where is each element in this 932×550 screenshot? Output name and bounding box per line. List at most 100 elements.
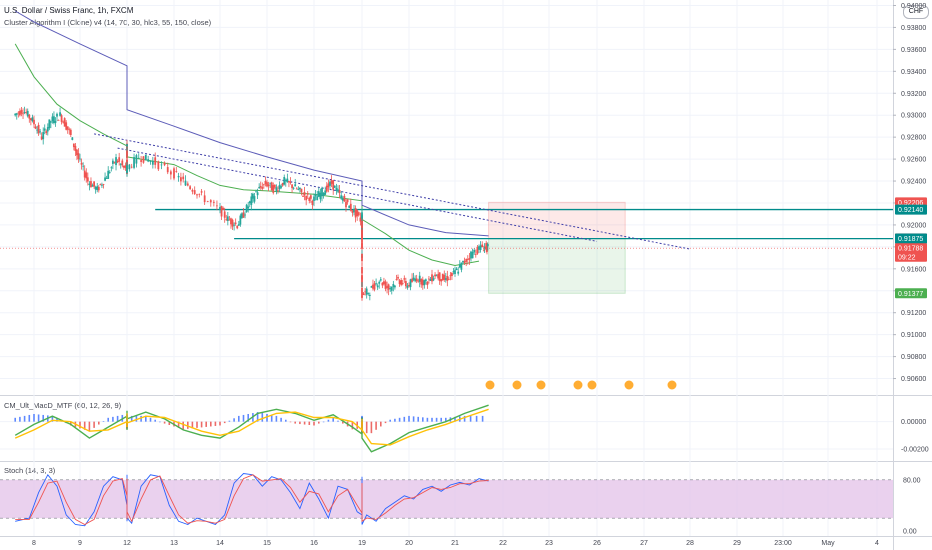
candle-body bbox=[236, 225, 239, 229]
macd-histogram-bar bbox=[228, 420, 231, 422]
candle-body bbox=[364, 291, 367, 293]
candle-body bbox=[390, 286, 393, 291]
candle-body bbox=[220, 206, 223, 217]
candle-body bbox=[241, 213, 243, 219]
candle-body bbox=[36, 129, 38, 131]
macd-histogram-bar bbox=[256, 412, 259, 422]
candle-body bbox=[262, 184, 265, 186]
candle-body bbox=[118, 157, 121, 162]
candle-body bbox=[83, 170, 86, 178]
candle-body bbox=[51, 116, 54, 122]
candle-body bbox=[403, 278, 406, 280]
currency-button[interactable]: CHF bbox=[903, 5, 929, 19]
price-tag bbox=[895, 204, 927, 215]
macd-histogram-bar bbox=[112, 416, 114, 422]
candle-body bbox=[406, 285, 409, 288]
candle-body bbox=[242, 212, 245, 218]
candle-body bbox=[400, 280, 403, 285]
macd-histogram-bar bbox=[107, 417, 109, 422]
candle-body bbox=[387, 284, 390, 290]
macd-histogram-bar bbox=[384, 421, 387, 424]
candle-body bbox=[122, 165, 125, 168]
trendline bbox=[94, 133, 691, 250]
price-tag bbox=[895, 243, 927, 254]
y-tick-label: 0.91200 bbox=[901, 310, 926, 317]
candle-body bbox=[91, 185, 94, 187]
candle-body bbox=[281, 182, 284, 186]
macd-series-line bbox=[14, 404, 489, 453]
price-tag-label: 0.92140 bbox=[898, 207, 923, 214]
x-tick-label: 26 bbox=[593, 540, 601, 547]
x-tick-label: 13 bbox=[170, 540, 178, 547]
macd-histogram-bar bbox=[168, 421, 171, 426]
macd-histogram-bar bbox=[154, 419, 156, 422]
y-tick-label: 0.00000 bbox=[901, 419, 926, 426]
candle-body bbox=[69, 129, 72, 136]
candle-body bbox=[258, 187, 261, 189]
candle-body bbox=[373, 283, 376, 290]
macd-histogram-bar bbox=[149, 417, 152, 422]
candle-body bbox=[93, 181, 95, 187]
candle-body bbox=[216, 205, 218, 207]
candle-body bbox=[372, 284, 374, 289]
candle-body bbox=[137, 157, 140, 159]
macd-histogram-bar bbox=[88, 421, 91, 432]
macd-histogram-bar bbox=[23, 415, 26, 422]
event-flag-icon bbox=[572, 379, 584, 391]
candle-body bbox=[466, 259, 469, 260]
candle-body bbox=[86, 177, 89, 182]
candle-body bbox=[483, 247, 486, 249]
candle-body bbox=[239, 215, 242, 225]
y-tick-label: 0.90800 bbox=[901, 354, 926, 361]
macd-histogram-bar bbox=[242, 414, 245, 422]
candle-body bbox=[272, 185, 275, 193]
y-tick-label: 0.93600 bbox=[901, 47, 926, 54]
y-tick-label: 0.90600 bbox=[901, 376, 926, 383]
candle-body bbox=[151, 160, 154, 165]
candle-body bbox=[228, 219, 231, 221]
macd-histogram-bar bbox=[42, 414, 44, 422]
macd-histogram-bar bbox=[481, 415, 484, 422]
stoch-band bbox=[0, 479, 893, 519]
candle-body bbox=[101, 184, 103, 186]
candle-body bbox=[292, 187, 295, 189]
candle-body bbox=[119, 163, 122, 165]
candle-body bbox=[20, 110, 23, 114]
candle-body bbox=[278, 185, 281, 190]
candle-body bbox=[284, 179, 287, 182]
candle-body bbox=[280, 186, 282, 188]
candle-body bbox=[401, 282, 404, 284]
candle-body bbox=[231, 219, 234, 227]
candle-body bbox=[121, 160, 124, 166]
macd-histogram-bar bbox=[322, 421, 325, 423]
x-tick-label: 28 bbox=[686, 540, 694, 547]
x-tick-label: 22 bbox=[499, 540, 507, 547]
candle-body bbox=[248, 201, 251, 204]
macd-histogram-bar bbox=[51, 415, 54, 422]
candle-body bbox=[300, 188, 303, 193]
y-tick-label: 0.93800 bbox=[901, 25, 926, 32]
macd-histogram-bar bbox=[313, 421, 315, 426]
candle-body bbox=[25, 112, 28, 114]
macd-histogram-bar bbox=[380, 421, 382, 427]
candle-body bbox=[237, 224, 240, 226]
macd-histogram-bar bbox=[70, 421, 72, 426]
price-tag-label: 09:22 bbox=[898, 254, 916, 261]
candle-body bbox=[222, 207, 225, 210]
candle-body bbox=[233, 224, 235, 226]
candle-body bbox=[394, 285, 396, 288]
candle-body bbox=[45, 131, 48, 134]
candle-body bbox=[474, 254, 477, 255]
candle-body bbox=[14, 113, 17, 116]
candle-body bbox=[33, 119, 35, 125]
candle-body bbox=[105, 177, 108, 179]
candle-body bbox=[308, 197, 311, 201]
candle-body bbox=[128, 164, 131, 170]
candle-body bbox=[99, 183, 102, 185]
candle-body bbox=[316, 196, 319, 201]
candle-body bbox=[77, 153, 80, 160]
candle-body bbox=[460, 262, 463, 270]
candle-body bbox=[247, 206, 250, 209]
candle-body bbox=[230, 218, 232, 225]
